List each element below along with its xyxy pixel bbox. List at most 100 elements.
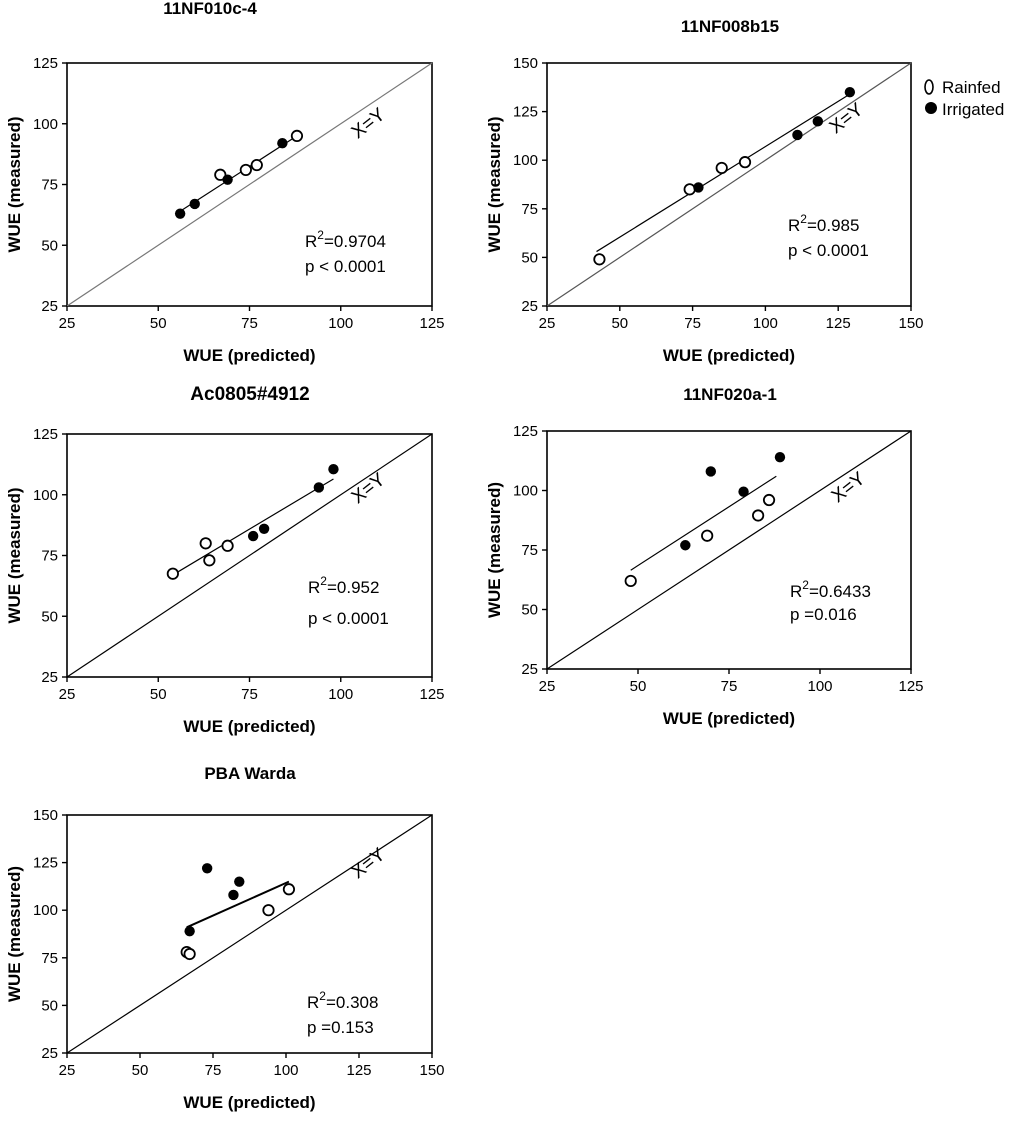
rainfed-point bbox=[752, 509, 765, 522]
regression-line bbox=[186, 880, 290, 929]
y-tick-label: 100 bbox=[513, 483, 538, 500]
x-tick-label: 50 bbox=[132, 1062, 149, 1079]
identity-line bbox=[66, 814, 433, 1054]
rainfed-point bbox=[183, 947, 196, 961]
chart-panel: Ac0805#4912 25 50 75 100 125 25 50 75 100 125 WUE (… bbox=[5, 384, 445, 736]
identity-line-label: X=Y bbox=[828, 468, 870, 507]
x-tick-label: 75 bbox=[684, 315, 701, 332]
y-tick-label: 75 bbox=[41, 177, 58, 194]
y-tick-label: 150 bbox=[33, 807, 58, 824]
y-tick-label: 150 bbox=[513, 55, 538, 72]
p-value-label: p < 0.0001 bbox=[308, 609, 389, 628]
p-value-label: p =0.153 bbox=[307, 1018, 374, 1037]
p-value-label: p < 0.0001 bbox=[305, 257, 386, 276]
regression-line bbox=[179, 135, 298, 212]
legend: Rainfed Irrigated bbox=[924, 78, 1004, 119]
r-squared-label: R2=0.308 bbox=[307, 989, 378, 1012]
y-tick-label: 75 bbox=[521, 542, 538, 559]
rainfed-point bbox=[683, 183, 696, 196]
x-tick-label: 100 bbox=[328, 686, 353, 703]
y-tick-label: 100 bbox=[33, 487, 58, 504]
irrigated-point bbox=[222, 174, 233, 185]
p-value-label: p =0.016 bbox=[790, 605, 857, 624]
r-squared-label: R2=0.985 bbox=[788, 212, 859, 235]
y-tick-label: 100 bbox=[513, 152, 538, 169]
irrigated-point bbox=[174, 208, 186, 219]
x-tick-label: 50 bbox=[150, 315, 167, 332]
regression-line bbox=[172, 478, 334, 576]
irrigated-point bbox=[234, 876, 245, 887]
x-tick-label: 150 bbox=[898, 315, 923, 332]
x-tick-label: 25 bbox=[539, 678, 556, 695]
y-tick-label: 50 bbox=[521, 602, 538, 619]
x-tick-label: 100 bbox=[807, 678, 832, 695]
rainfed-point bbox=[282, 883, 296, 896]
rainfed-point bbox=[166, 567, 179, 580]
legend-rainfed-marker bbox=[924, 79, 934, 95]
rainfed-point bbox=[290, 129, 304, 142]
y-tick-label: 75 bbox=[521, 201, 538, 218]
rainfed-point bbox=[762, 493, 776, 507]
y-tick-label: 50 bbox=[41, 237, 58, 254]
y-axis-label: WUE (measured) bbox=[5, 116, 24, 252]
irrigated-point bbox=[844, 86, 856, 98]
rainfed-point bbox=[715, 161, 728, 175]
y-axis-label: WUE (measured) bbox=[5, 866, 24, 1002]
x-tick-label: 50 bbox=[611, 315, 628, 332]
x-tick-label: 25 bbox=[59, 1062, 76, 1079]
irrigated-point bbox=[738, 486, 749, 497]
x-axis-label: WUE (predicted) bbox=[183, 1093, 315, 1112]
rainfed-point bbox=[221, 539, 234, 552]
x-tick-label: 25 bbox=[59, 315, 76, 332]
chart-title: 11NF010c-4 bbox=[163, 0, 257, 18]
rainfed-point bbox=[624, 574, 637, 588]
y-tick-label: 25 bbox=[521, 298, 538, 315]
r-squared-label: R2=0.6433 bbox=[790, 578, 871, 601]
identity-line bbox=[66, 62, 433, 307]
y-tick-label: 100 bbox=[33, 116, 58, 133]
y-tick-label: 125 bbox=[513, 423, 538, 440]
y-tick-label: 25 bbox=[41, 669, 58, 686]
irrigated-point bbox=[328, 464, 339, 475]
irrigated-point bbox=[313, 482, 325, 493]
x-tick-label: 125 bbox=[419, 686, 444, 703]
legend-irrigated-label: Irrigated bbox=[942, 100, 1004, 119]
x-axis-label: WUE (predicted) bbox=[183, 717, 315, 736]
y-tick-label: 125 bbox=[33, 426, 58, 443]
y-tick-label: 50 bbox=[41, 997, 58, 1014]
y-axis-label: WUE (measured) bbox=[5, 487, 24, 623]
plot-frame bbox=[546, 62, 912, 307]
irrigated-point bbox=[277, 137, 288, 149]
x-tick-label: 75 bbox=[205, 1062, 222, 1079]
x-tick-label: 100 bbox=[273, 1062, 298, 1079]
y-tick-label: 50 bbox=[41, 608, 58, 625]
irrigated-point bbox=[693, 182, 704, 193]
x-tick-label: 50 bbox=[150, 686, 167, 703]
y-axis-label: WUE (measured) bbox=[485, 482, 504, 618]
legend-irrigated-marker bbox=[925, 102, 937, 114]
chart-title: PBA Warda bbox=[204, 764, 296, 783]
irrigated-point bbox=[247, 530, 259, 542]
y-tick-label: 25 bbox=[41, 298, 58, 315]
rainfed-point bbox=[203, 554, 216, 567]
identity-line bbox=[66, 433, 433, 678]
y-tick-label: 50 bbox=[521, 249, 538, 266]
irrigated-point bbox=[812, 116, 824, 127]
rainfed-point bbox=[214, 168, 227, 181]
rainfed-point bbox=[199, 537, 212, 550]
chart-panel: 11NF008b15 25 50 75 100 125 150 25 50 75 100 125 150… bbox=[485, 17, 924, 365]
y-tick-label: 75 bbox=[41, 950, 58, 967]
x-axis-label: WUE (predicted) bbox=[663, 709, 795, 728]
identity-line-label: X=Y bbox=[348, 469, 390, 508]
irrigated-point bbox=[184, 925, 195, 937]
identity-line-label: X=Y bbox=[348, 844, 390, 883]
x-tick-label: 125 bbox=[898, 678, 923, 695]
x-tick-label: 25 bbox=[59, 686, 76, 703]
rainfed-point bbox=[701, 529, 714, 542]
r-squared-label: R2=0.952 bbox=[308, 574, 379, 597]
x-tick-label: 75 bbox=[721, 678, 738, 695]
x-axis-label: WUE (predicted) bbox=[183, 346, 315, 365]
p-value-label: p < 0.0001 bbox=[788, 241, 869, 260]
rainfed-point bbox=[593, 253, 606, 266]
irrigated-point bbox=[680, 540, 691, 551]
